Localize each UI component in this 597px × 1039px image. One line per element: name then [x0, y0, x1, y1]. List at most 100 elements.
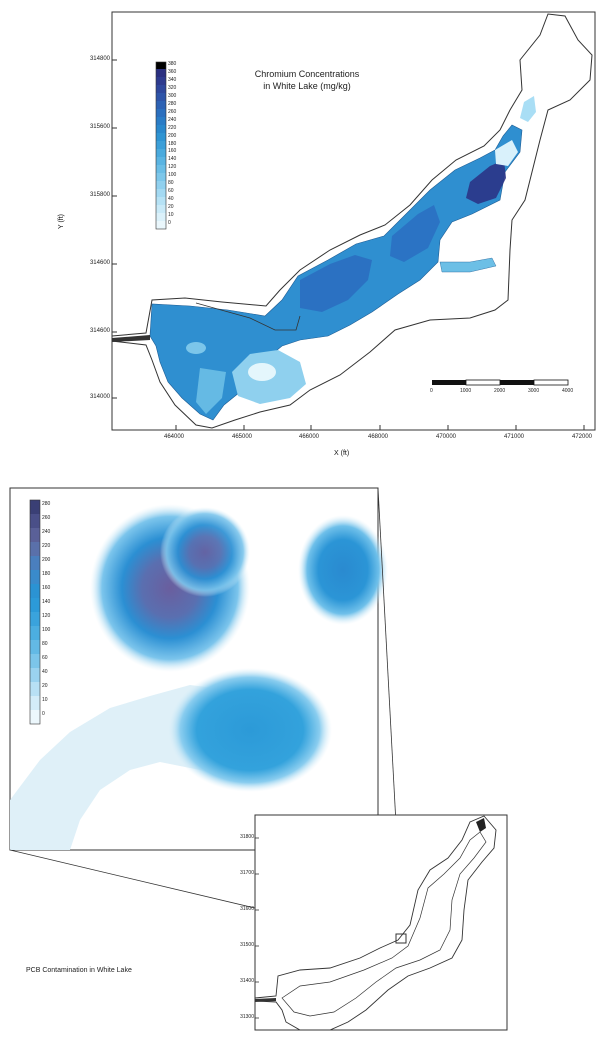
chromium-legend-value: 20 — [168, 204, 174, 211]
scale-bar-label: 0 — [430, 388, 433, 394]
x-tick-label: 471000 — [504, 434, 525, 440]
lake-shoreline — [111, 13, 593, 429]
locator-tick-label: 31400 — [240, 978, 254, 984]
chromium-map-panel: Chromium Concentrations in White Lake (m… — [0, 0, 597, 470]
locator-lake-outline — [254, 815, 497, 1031]
chromium-map-title: Chromium Concentrations in White Lake (m… — [222, 68, 392, 92]
x-tick-label: 468000 — [368, 434, 389, 440]
y-tick-label: 315800 — [89, 192, 110, 198]
chromium-legend-value: 80 — [168, 180, 174, 187]
chromium-highest-zone — [466, 160, 506, 204]
chromium-legend-labels: 380 360 340 320 300 280 260 240 220 200 180 160 140 1… — [168, 61, 198, 231]
locator-tick-label: 31300 — [240, 1014, 254, 1020]
x-tick-label: 472000 — [572, 434, 593, 440]
scale-bar-label: 1000 — [460, 388, 472, 394]
pcb-legend-value: 160 — [42, 585, 51, 591]
pcb-legend-value: 140 — [42, 599, 51, 605]
locator-inset-marker — [395, 933, 407, 944]
y-tick-labels: 314800 315600 315800 314600 314600 314000 — [72, 0, 110, 430]
y-tick-label: 314600 — [89, 260, 110, 266]
y-axis-ticks — [112, 59, 117, 399]
chromium-legend-value: 320 — [168, 84, 177, 91]
chromium-legend-value: 60 — [168, 188, 174, 195]
scale-bar-label: 4000 — [562, 388, 574, 394]
chromium-legend-value: 380 — [168, 61, 177, 67]
chromium-high-zone-1 — [300, 255, 372, 312]
pcb-legend-value: 0 — [42, 711, 45, 717]
y-tick-label: 314000 — [89, 394, 110, 400]
chromium-legend-value: 40 — [168, 196, 174, 203]
x-tick-label: 465000 — [232, 434, 253, 440]
pcb-legend-value: 180 — [42, 571, 51, 577]
locator-map-frame — [254, 814, 508, 1031]
locator-tick-label: 31600 — [240, 906, 254, 912]
locator-north-tip — [476, 818, 486, 832]
pcb-legend-bar — [29, 499, 41, 725]
pcb-legend-value: 40 — [42, 669, 48, 675]
inlet-channel — [112, 335, 150, 342]
pcb-legend-labels: 280 260 240 220 200 180 160 140 120 100 80 60 40 20 10… — [42, 499, 72, 729]
scale-bar-label: 3000 — [528, 388, 540, 394]
locator-inlet — [255, 998, 276, 1002]
chromium-arm-fill — [439, 257, 497, 273]
scale-bar — [432, 379, 569, 386]
pcb-hotspot-northeast — [298, 515, 388, 625]
x-tick-labels: 464000 465000 466000 468000 470000 471000 4720… — [0, 434, 597, 446]
x-axis-ticks — [175, 425, 585, 430]
pcb-hotspot-northwest-2 — [160, 507, 250, 597]
chromium-plot-frame — [111, 11, 596, 431]
x-axis-label: X (ft) — [334, 450, 350, 457]
chromium-legend-value: 120 — [168, 164, 177, 171]
bay-outline — [195, 302, 301, 331]
chromium-legend-value: 200 — [168, 132, 177, 139]
chromium-legend-value: 280 — [168, 100, 177, 107]
chromium-legend-value: 100 — [168, 172, 177, 179]
chromium-legend-value: 180 — [168, 140, 177, 147]
y-axis-label: Y (ft) — [58, 213, 66, 230]
pcb-legend-value: 220 — [42, 543, 51, 549]
locator-tick-labels: 31800 31700 31600 31500 31400 31300 — [226, 470, 254, 1034]
pcb-legend-value: 60 — [42, 655, 48, 661]
locator-tick-label: 31500 — [240, 942, 254, 948]
y-tick-label: 314600 — [89, 328, 110, 334]
chromium-high-zone-2 — [390, 205, 440, 262]
chromium-legend-value: 360 — [168, 68, 177, 75]
pcb-legend-value: 100 — [42, 627, 51, 633]
chromium-legend-value: 10 — [168, 212, 174, 219]
pcb-legend-value: 10 — [42, 697, 48, 703]
chromium-low-zone-2 — [196, 368, 226, 414]
chromium-low-zone-3 — [186, 342, 206, 354]
locator-lake-inner — [281, 831, 487, 1017]
locator-tick-label: 31800 — [240, 834, 254, 840]
pcb-map-panel: 280 260 240 220 200 180 160 140 120 100 80 60 40 20 10… — [0, 470, 597, 1034]
pcb-legend-value: 120 — [42, 613, 51, 619]
locator-tick-label: 31700 — [240, 870, 254, 876]
chromium-legend-value: 260 — [168, 108, 177, 115]
pcb-caption: PCB Contamination in White Lake — [26, 967, 132, 974]
chromium-lowest-zone — [248, 363, 276, 381]
chromium-legend-value: 300 — [168, 92, 177, 99]
pcb-legend-value: 260 — [42, 515, 51, 521]
chromium-title-line1: Chromium Concentrations — [254, 69, 360, 79]
y-tick-label: 315600 — [89, 124, 110, 130]
chromium-legend-value: 160 — [168, 148, 177, 155]
chromium-legend-bar — [155, 61, 167, 230]
pcb-legend-value: 80 — [42, 641, 48, 647]
scale-bar-label: 2000 — [494, 388, 506, 394]
pcb-map-svg — [9, 487, 508, 1031]
chromium-low-zone-4 — [495, 140, 518, 166]
chromium-legend-value: 240 — [168, 116, 177, 123]
chromium-legend-value: 220 — [168, 124, 177, 131]
pcb-hotspot-center — [168, 668, 332, 792]
scale-bar-labels: 0 1000 2000 3000 4000 — [420, 388, 590, 398]
chromium-legend-value: 340 — [168, 76, 177, 83]
chromium-low-zone-5 — [520, 96, 536, 122]
chromium-legend-value: 0 — [168, 220, 171, 227]
pcb-legend-value: 20 — [42, 683, 48, 689]
pcb-legend-value: 280 — [42, 501, 51, 507]
chromium-map-svg — [111, 11, 596, 431]
x-tick-label: 466000 — [299, 434, 320, 440]
x-tick-label: 470000 — [436, 434, 457, 440]
pcb-legend-value: 200 — [42, 557, 51, 563]
chromium-title-line2: in White Lake (mg/kg) — [263, 81, 351, 91]
